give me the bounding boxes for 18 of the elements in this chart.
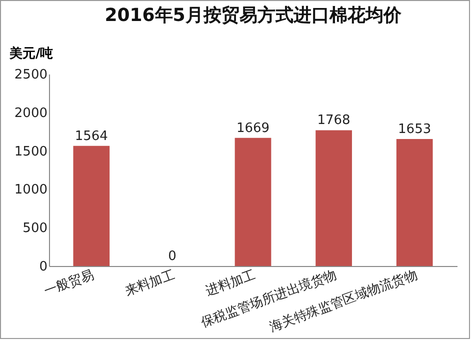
bar	[73, 146, 110, 266]
bar	[396, 139, 433, 266]
y-tick-label: 1000	[14, 182, 48, 198]
y-tick-label: 0	[39, 260, 48, 274]
y-tick-label: 1500	[14, 144, 48, 160]
bar	[316, 130, 352, 266]
data-label: 0	[168, 249, 176, 264]
data-label: 1669	[236, 120, 270, 136]
y-tick-label: 500	[22, 221, 48, 236]
data-label: 1653	[398, 122, 432, 138]
data-label: 1564	[74, 128, 108, 144]
y-axis-title: 美元/吨	[8, 46, 54, 62]
chart-title: 2016年5月按贸易方式进口棉花均价	[104, 5, 402, 26]
data-label: 1768	[317, 113, 350, 128]
y-tick-label: 2000	[14, 106, 48, 121]
bar	[234, 138, 272, 266]
x-tick-label: 来料加工	[123, 268, 177, 300]
y-tick-label: 2500	[14, 68, 48, 82]
